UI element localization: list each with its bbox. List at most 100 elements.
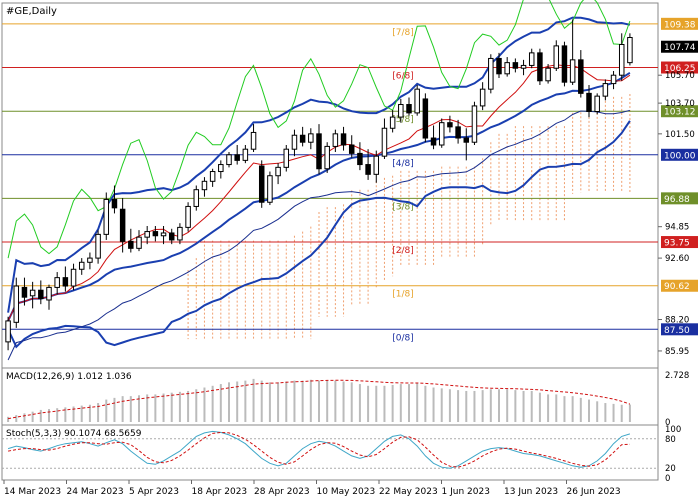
candle-body [234, 154, 240, 161]
date-label: 24 Mar 2023 [67, 487, 124, 497]
murrey-label: [1/8] [392, 290, 414, 300]
macd-signal-line [8, 379, 631, 420]
candle-body [627, 37, 633, 64]
candle-body [618, 43, 625, 76]
stochastic-tick-label: 100 [665, 425, 681, 435]
macd-tick-label: 2.728 [665, 371, 689, 381]
candle-body [185, 205, 191, 228]
candle-body [29, 289, 36, 297]
level-price-label: 109.38 [664, 20, 696, 30]
level-price-label: 100.00 [664, 151, 696, 161]
date-label: 13 Jun 2023 [504, 487, 558, 497]
candle-body [586, 92, 592, 113]
candle-body [406, 104, 412, 114]
candle-body [488, 57, 494, 90]
murrey-label: [3/8] [392, 202, 414, 212]
stochastic-tick-label: 20 [665, 464, 676, 474]
price-axis: 109.38 106.25 103.12 100.00 96.88 93.75 90.62 8… [658, 17, 698, 357]
candle-body [119, 208, 126, 242]
candle-body [447, 122, 453, 128]
date-label: 1 Jun 2023 [442, 487, 490, 497]
candle-body [111, 198, 118, 209]
candle-body [21, 286, 28, 298]
candle-body [168, 232, 175, 241]
candle-body [242, 148, 249, 161]
candle-body [561, 45, 568, 83]
murrey-label: [5/8] [392, 115, 414, 125]
candle-body [373, 155, 380, 175]
candle-body [512, 62, 519, 69]
candle-body [332, 133, 339, 147]
murrey-label: [6/8] [392, 72, 414, 82]
level-price-box [661, 236, 698, 249]
candle-body [528, 52, 535, 66]
level-price-box [661, 279, 698, 292]
candle-body [537, 52, 543, 82]
bollinger-upper [7, 16, 631, 313]
green-oscillator-line [7, 0, 631, 259]
candle-body [54, 277, 60, 288]
symbol-label: #GE,Daily [6, 6, 57, 17]
bollinger-lower [7, 120, 631, 349]
candle-body [594, 95, 600, 113]
candle-body [250, 131, 257, 150]
candle-body [414, 88, 420, 114]
murrey-label: [7/8] [392, 28, 414, 38]
candle-body [479, 88, 486, 107]
candle-body [422, 98, 429, 139]
candle-body [78, 261, 85, 270]
date-label: 22 May 2023 [379, 487, 438, 497]
candle-body [299, 134, 306, 143]
price-tick-label: 85.95 [665, 347, 689, 357]
stochastic-k-line [7, 430, 631, 469]
date-label: 5 Apr 2023 [129, 487, 179, 497]
level-price-label: 93.75 [664, 239, 690, 249]
price-tick-label: 92.60 [665, 254, 689, 264]
ma-envelope-lower [7, 109, 631, 361]
candle-body [496, 57, 502, 75]
candle-body [87, 257, 93, 263]
murrey-label: [4/8] [392, 159, 414, 169]
level-price-box [661, 192, 698, 205]
candle-body [389, 116, 396, 129]
level-price-box [661, 105, 698, 118]
date-label: 10 May 2023 [317, 487, 376, 497]
candle-body [209, 171, 216, 182]
candle-body [193, 189, 200, 207]
date-label: 18 Apr 2023 [192, 487, 248, 497]
candle-body [5, 320, 11, 343]
candle-body [553, 45, 560, 69]
candle-body [610, 74, 617, 85]
candle-body [258, 165, 265, 203]
macd-panel: MACD(12,26,9) 1.012 1.036 2.728 0 [1, 367, 689, 428]
candle-body [70, 268, 77, 287]
price-tick-label: 88.20 [665, 316, 689, 326]
date-label: 26 Jun 2023 [567, 487, 621, 497]
candle-body [545, 67, 551, 82]
candle-body [144, 231, 150, 238]
candle-body [46, 286, 52, 301]
price-tick-label: 101.50 [665, 130, 695, 140]
candle-body [471, 105, 478, 143]
candle-body [340, 133, 347, 146]
level-price-label: 90.62 [664, 282, 690, 292]
candle-body [152, 231, 159, 237]
stochastic-d-line [8, 431, 630, 468]
candle-body [463, 137, 470, 143]
candle-body [504, 62, 510, 75]
level-price-box [661, 61, 698, 74]
candle-body [103, 198, 110, 235]
level-price-box [661, 17, 698, 30]
candle-body [160, 232, 167, 237]
current-price-box [661, 40, 698, 53]
candle-body [520, 64, 527, 69]
candle-body [226, 154, 232, 166]
candle-body [348, 144, 355, 154]
candle-body [316, 133, 322, 170]
price-indicators [7, 0, 631, 361]
candle-body [578, 59, 584, 94]
candle-body [283, 148, 290, 168]
candle-body [308, 133, 314, 143]
